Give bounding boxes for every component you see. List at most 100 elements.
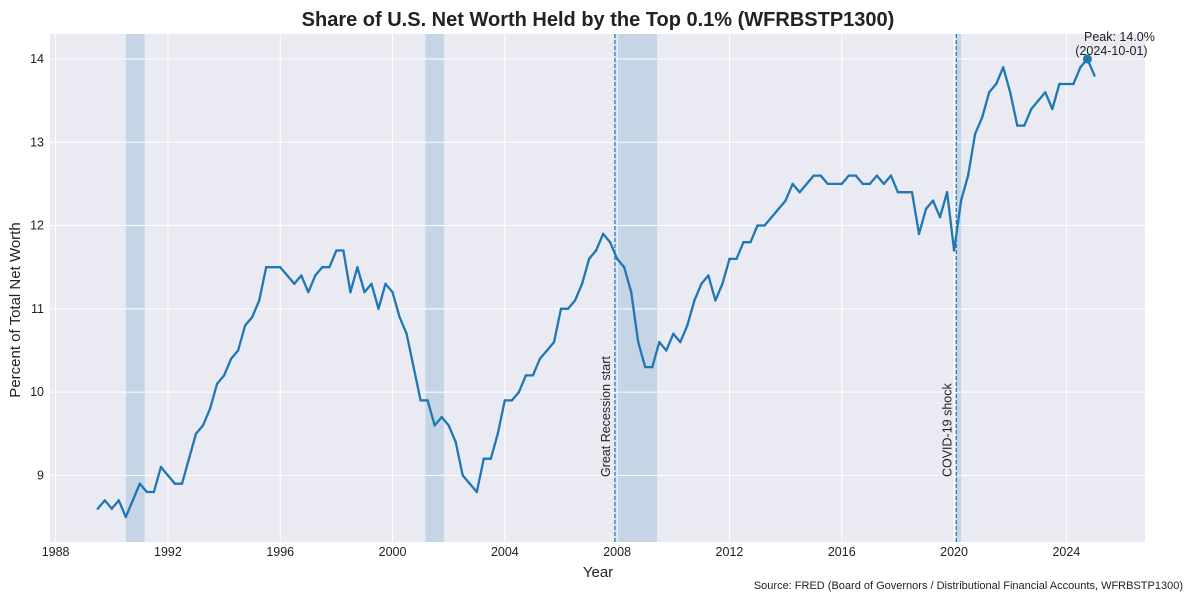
- x-tick-label: 2020: [940, 545, 968, 559]
- data-point: [1072, 82, 1075, 86]
- recession-bands: [125, 34, 962, 542]
- data-point: [524, 374, 528, 377]
- data-point: [384, 282, 387, 286]
- x-tick-label: 2012: [716, 545, 744, 559]
- peak-label-line2: (2024-10-01): [1075, 44, 1147, 58]
- data-point: [559, 307, 563, 311]
- data-point: [489, 457, 493, 460]
- data-point: [328, 265, 331, 269]
- data-point: [573, 299, 577, 302]
- data-point: [349, 290, 352, 294]
- x-tick-label: 1992: [154, 545, 182, 559]
- data-point: [756, 224, 759, 227]
- data-point: [784, 199, 787, 202]
- data-point: [973, 132, 977, 136]
- data-point: [580, 282, 584, 286]
- recession-band: [956, 34, 962, 542]
- data-point: [433, 424, 436, 427]
- recession-band: [125, 34, 145, 542]
- data-point: [917, 232, 921, 236]
- chart-title: Share of U.S. Net Worth Held by the Top …: [302, 9, 895, 31]
- data-point: [770, 216, 773, 219]
- data-point: [812, 174, 815, 177]
- data-point: [272, 265, 275, 269]
- data-point: [180, 482, 184, 485]
- data-point: [721, 282, 724, 286]
- data-point: [236, 349, 240, 352]
- data-point: [531, 374, 535, 377]
- data-point: [1093, 74, 1096, 77]
- peak-marker: [1082, 54, 1092, 64]
- x-tick-label: 1996: [266, 545, 294, 559]
- data-point: [264, 265, 268, 269]
- plot-area: [50, 34, 1145, 542]
- x-axis-label: Year: [583, 564, 613, 581]
- data-point: [187, 457, 191, 460]
- data-point: [426, 399, 429, 402]
- data-point: [629, 290, 633, 294]
- data-point: [454, 440, 457, 444]
- data-point: [1037, 99, 1040, 102]
- data-point: [742, 240, 745, 244]
- data-point: [370, 282, 373, 286]
- data-point: [728, 257, 731, 261]
- y-axis-label: Percent of Total Net Worth: [7, 222, 24, 397]
- data-points: [96, 57, 1096, 519]
- recession-band: [614, 34, 658, 542]
- data-point: [987, 91, 991, 94]
- data-point: [363, 290, 366, 294]
- data-point: [307, 290, 310, 294]
- data-point: [194, 432, 198, 435]
- data-point: [700, 282, 703, 286]
- data-point: [117, 499, 120, 502]
- x-tick-label: 2000: [379, 545, 407, 559]
- y-tick-label: 13: [30, 135, 44, 149]
- data-point: [1030, 107, 1033, 111]
- data-point: [545, 349, 549, 352]
- data-point: [215, 382, 219, 385]
- data-point: [868, 182, 872, 186]
- data-point: [644, 365, 647, 369]
- data-point: [903, 191, 907, 194]
- data-point: [945, 191, 949, 194]
- data-point: [314, 274, 317, 277]
- data-point: [398, 315, 401, 319]
- data-point: [587, 257, 591, 261]
- data-point: [896, 191, 900, 194]
- data-point: [672, 332, 675, 336]
- data-point: [342, 249, 345, 252]
- data-point: [658, 340, 661, 344]
- data-point: [391, 290, 394, 294]
- data-point: [601, 232, 605, 236]
- data-point: [959, 199, 963, 202]
- data-point: [994, 82, 998, 86]
- data-point: [222, 374, 226, 377]
- data-point: [1016, 124, 1019, 127]
- data-point: [1044, 91, 1047, 94]
- data-point: [875, 174, 879, 177]
- data-point: [538, 357, 542, 360]
- data-point: [468, 482, 471, 485]
- data-point: [503, 399, 507, 402]
- data-point: [510, 399, 514, 402]
- x-tick-label: 2004: [491, 545, 519, 559]
- data-point: [679, 340, 682, 344]
- data-point: [686, 324, 689, 327]
- data-point: [208, 407, 212, 410]
- data-point: [749, 240, 752, 244]
- data-point: [594, 249, 598, 252]
- data-point: [966, 174, 970, 177]
- data-point: [552, 340, 556, 344]
- data-point: [166, 474, 170, 477]
- data-point: [412, 365, 415, 369]
- data-point: [980, 116, 984, 119]
- data-point: [707, 274, 710, 277]
- data-point: [286, 274, 289, 277]
- data-point: [377, 307, 380, 311]
- data-point: [461, 474, 464, 477]
- source-note: Source: FRED (Board of Governors / Distr…: [754, 580, 1183, 592]
- y-tick-label: 10: [30, 385, 44, 399]
- x-tick-label: 2024: [1052, 545, 1080, 559]
- data-point: [152, 490, 156, 494]
